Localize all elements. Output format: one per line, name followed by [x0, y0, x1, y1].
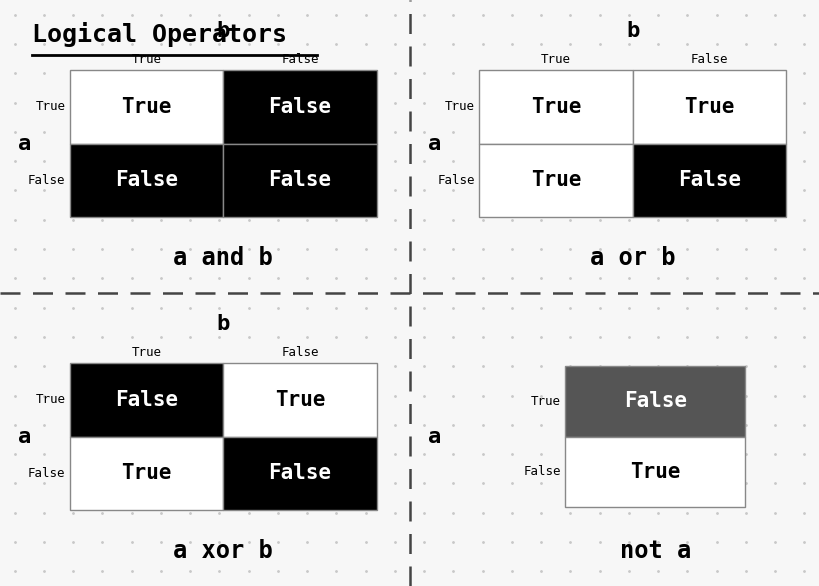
Bar: [70, 144, 223, 217]
Text: True: True: [35, 393, 66, 407]
Text: a: a: [19, 427, 32, 447]
Text: False: False: [28, 173, 66, 187]
Text: a xor b: a xor b: [174, 539, 273, 563]
Text: True: True: [274, 390, 325, 410]
Text: False: False: [437, 173, 475, 187]
Text: True: True: [541, 53, 571, 66]
Text: False: False: [269, 170, 332, 190]
Bar: [565, 366, 745, 437]
Text: False: False: [28, 466, 66, 480]
Bar: [479, 70, 632, 144]
Text: False: False: [269, 463, 332, 483]
Bar: [632, 70, 786, 144]
Text: True: True: [121, 463, 172, 483]
Text: b: b: [216, 21, 230, 40]
Bar: [70, 363, 223, 437]
Text: a: a: [428, 134, 441, 154]
Text: False: False: [115, 170, 178, 190]
Text: True: True: [131, 53, 161, 66]
Text: b: b: [626, 21, 640, 40]
Text: False: False: [115, 390, 178, 410]
Text: True: True: [531, 395, 561, 408]
Bar: [632, 144, 786, 217]
Text: False: False: [623, 391, 687, 411]
Text: Logical Operators: Logical Operators: [32, 22, 287, 47]
Text: False: False: [690, 53, 728, 66]
Text: False: False: [678, 170, 741, 190]
Text: True: True: [531, 170, 581, 190]
Text: True: True: [35, 100, 66, 114]
Text: True: True: [131, 346, 161, 359]
Text: True: True: [630, 462, 681, 482]
Text: not a: not a: [620, 539, 690, 563]
Text: True: True: [121, 97, 172, 117]
Text: False: False: [269, 97, 332, 117]
Text: True: True: [684, 97, 735, 117]
Bar: [223, 437, 377, 510]
Text: b: b: [216, 314, 230, 333]
Text: True: True: [531, 97, 581, 117]
Bar: [565, 437, 745, 507]
Text: a: a: [19, 134, 32, 154]
Bar: [479, 144, 632, 217]
Text: a or b: a or b: [590, 246, 676, 270]
Text: False: False: [281, 53, 319, 66]
Bar: [70, 70, 223, 144]
Text: a: a: [428, 427, 441, 447]
Text: False: False: [523, 465, 561, 478]
Bar: [223, 144, 377, 217]
Text: True: True: [445, 100, 475, 114]
Bar: [223, 70, 377, 144]
Bar: [70, 437, 223, 510]
Text: a and b: a and b: [174, 246, 273, 270]
Bar: [223, 363, 377, 437]
Text: False: False: [281, 346, 319, 359]
